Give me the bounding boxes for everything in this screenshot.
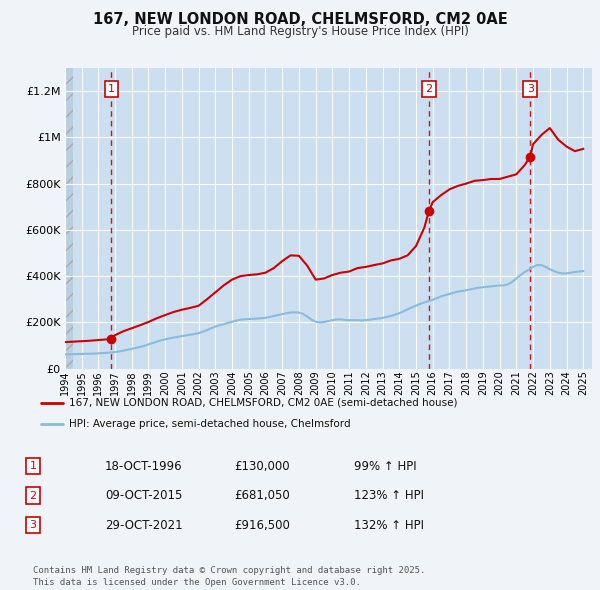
Text: HPI: Average price, semi-detached house, Chelmsford: HPI: Average price, semi-detached house,… xyxy=(69,419,350,430)
Text: 123% ↑ HPI: 123% ↑ HPI xyxy=(354,489,424,502)
Text: Contains HM Land Registry data © Crown copyright and database right 2025.
This d: Contains HM Land Registry data © Crown c… xyxy=(33,566,425,587)
Text: 18-OCT-1996: 18-OCT-1996 xyxy=(105,460,182,473)
Text: 09-OCT-2015: 09-OCT-2015 xyxy=(105,489,182,502)
Text: £916,500: £916,500 xyxy=(234,519,290,532)
Text: Price paid vs. HM Land Registry's House Price Index (HPI): Price paid vs. HM Land Registry's House … xyxy=(131,25,469,38)
Text: 167, NEW LONDON ROAD, CHELMSFORD, CM2 0AE: 167, NEW LONDON ROAD, CHELMSFORD, CM2 0A… xyxy=(92,12,508,27)
Text: 99% ↑ HPI: 99% ↑ HPI xyxy=(354,460,416,473)
Text: 132% ↑ HPI: 132% ↑ HPI xyxy=(354,519,424,532)
Text: 3: 3 xyxy=(29,520,37,530)
Text: 2: 2 xyxy=(29,491,37,500)
Text: 2: 2 xyxy=(425,84,433,94)
Text: 29-OCT-2021: 29-OCT-2021 xyxy=(105,519,182,532)
Text: £130,000: £130,000 xyxy=(234,460,290,473)
Text: 1: 1 xyxy=(108,84,115,94)
Bar xyxy=(65,68,73,369)
Text: 1: 1 xyxy=(29,461,37,471)
Text: 3: 3 xyxy=(527,84,534,94)
Text: £681,050: £681,050 xyxy=(234,489,290,502)
Text: 167, NEW LONDON ROAD, CHELMSFORD, CM2 0AE (semi-detached house): 167, NEW LONDON ROAD, CHELMSFORD, CM2 0A… xyxy=(69,398,457,408)
